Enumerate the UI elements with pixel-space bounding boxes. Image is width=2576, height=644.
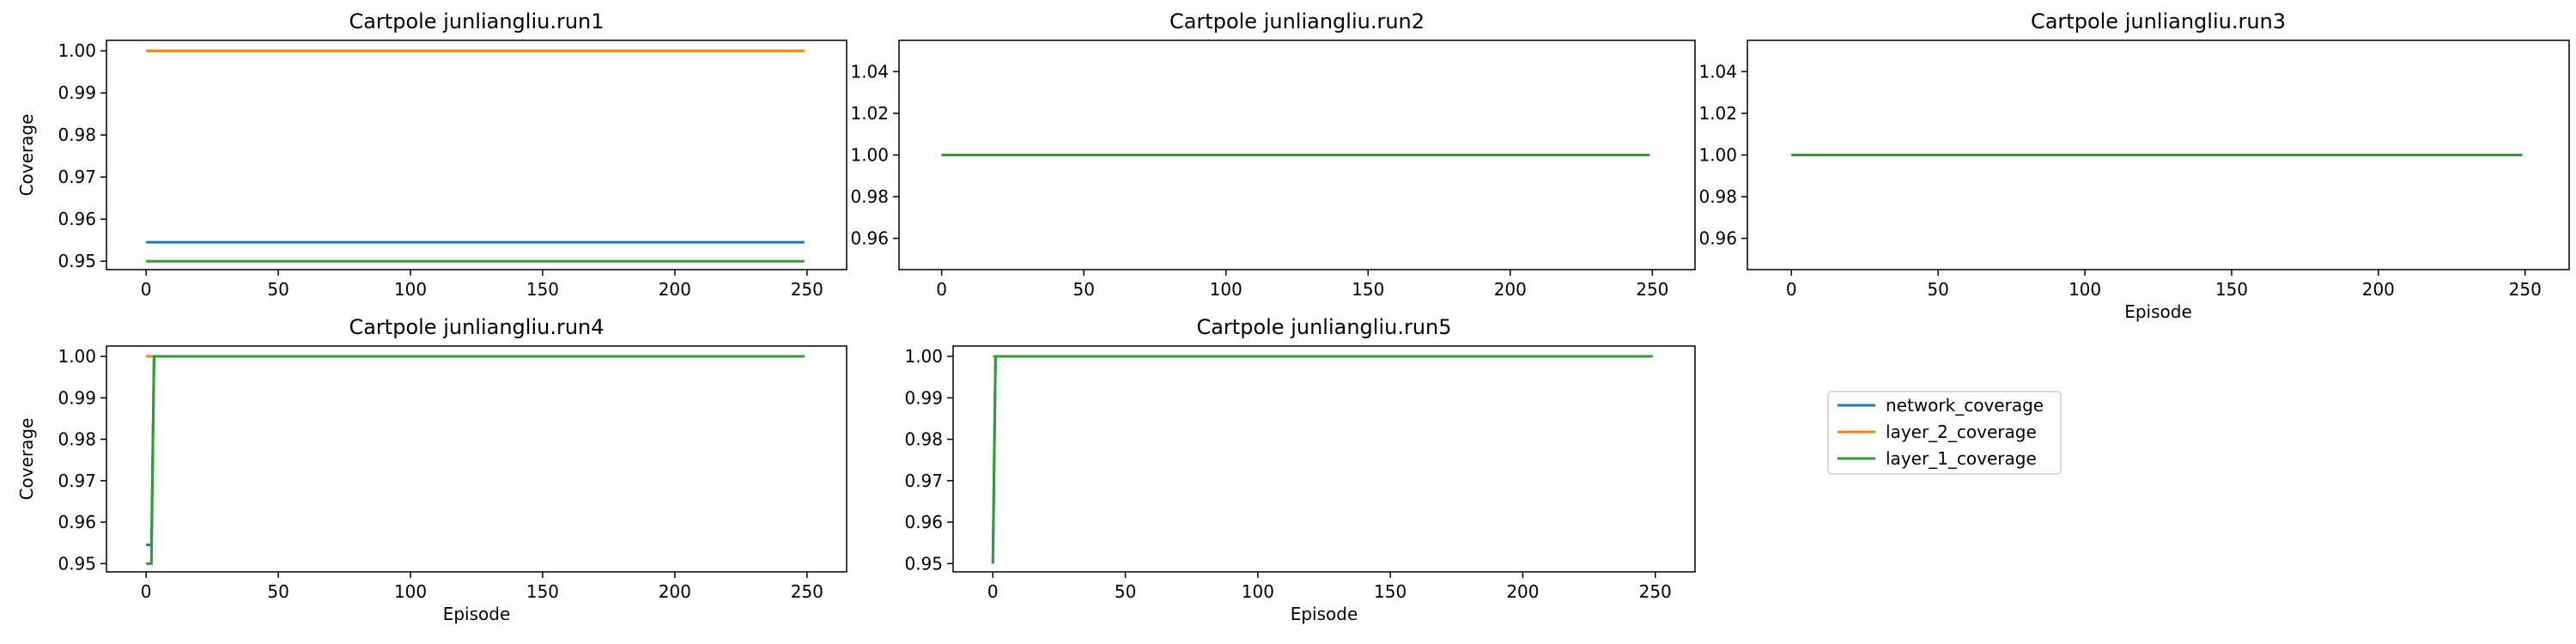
y-tick-label: 0.99 — [58, 82, 96, 103]
x-tick-label: 200 — [659, 581, 691, 602]
x-tick-label: 0 — [987, 581, 999, 602]
x-tick-label: 200 — [1494, 279, 1527, 300]
y-tick-label: 1.00 — [1698, 145, 1737, 166]
y-tick-label: 0.99 — [904, 387, 943, 408]
series-line-layer-1-coverage — [991, 355, 1653, 564]
y-tick-label: 0.96 — [904, 512, 943, 532]
y-tick-label: 1.02 — [1698, 103, 1737, 124]
x-tick-label: 0 — [141, 581, 152, 602]
legend: network_coverage layer_2_coverage layer_… — [1827, 391, 2062, 475]
x-tick-label: 200 — [1506, 581, 1539, 602]
x-tick-label: 150 — [2215, 279, 2248, 300]
x-tick-label: 0 — [141, 279, 152, 300]
y-tick-label: 0.95 — [58, 553, 96, 574]
x-tick-label: 50 — [267, 279, 289, 300]
legend-label-layer-1-coverage: layer_1_coverage — [1886, 448, 2037, 469]
subplot-title: Cartpole junliangliu.run3 — [2031, 9, 2286, 33]
subplot-title: Cartpole junliangliu.run4 — [349, 315, 604, 339]
y-tick-label: 1.04 — [1698, 61, 1737, 82]
plot-frame — [1747, 39, 2570, 270]
y-tick-label: 0.96 — [850, 228, 889, 249]
x-tick-label: 100 — [1242, 581, 1274, 602]
y-tick-label: 0.99 — [58, 387, 96, 408]
y-axis-label: Coverage — [16, 418, 37, 501]
subplot-1: Cartpole junliangliu.run1 0 50 100 150 200 250… — [16, 9, 848, 300]
plot-frame — [106, 39, 848, 270]
x-tick-label: 50 — [1927, 279, 1948, 300]
y-tick-label: 1.04 — [850, 61, 889, 82]
x-tick-label: 50 — [1072, 279, 1094, 300]
plot-frame — [898, 39, 1696, 270]
x-axis-label: Episode — [2124, 301, 2192, 322]
subplot-title: Cartpole junliangliu.run1 — [349, 9, 604, 33]
y-tick-label: 0.98 — [904, 429, 943, 450]
x-tick-label: 100 — [1210, 279, 1242, 300]
x-tick-label: 100 — [394, 581, 427, 602]
x-axis-label: Episode — [1291, 604, 1358, 624]
y-axis-label: Coverage — [16, 114, 37, 197]
subplot-grid: Cartpole junliangliu.run1 0 50 100 150 200 250… — [16, 9, 2570, 624]
y-tick-label: 1.00 — [850, 145, 889, 166]
y-tick-label: 0.96 — [1698, 228, 1737, 249]
x-tick-label: 100 — [2069, 279, 2101, 300]
x-tick-label: 100 — [394, 279, 427, 300]
legend-label-layer-2-coverage: layer_2_coverage — [1886, 422, 2037, 442]
y-tick-label: 1.00 — [58, 346, 96, 367]
subplot-2: Cartpole junliangliu.run2 0 50 100 150 200 250… — [850, 9, 1696, 300]
x-tick-label: 250 — [791, 279, 823, 300]
x-tick-label: 0 — [1786, 279, 1797, 300]
y-tick-label: 0.97 — [904, 471, 943, 491]
x-tick-label: 250 — [1639, 581, 1672, 602]
plot-frame — [952, 345, 1696, 573]
x-tick-label: 250 — [2509, 279, 2542, 300]
y-tick-label: 1.02 — [850, 103, 889, 124]
x-tick-label: 50 — [1115, 581, 1136, 602]
y-tick-label: 0.98 — [1698, 186, 1737, 207]
x-axis-label: Episode — [443, 604, 511, 624]
x-tick-label: 150 — [1352, 279, 1384, 300]
subplot-title: Cartpole junliangliu.run5 — [1196, 315, 1451, 339]
series-line-layer-1-coverage — [146, 355, 805, 565]
y-tick-label: 0.95 — [904, 553, 943, 574]
y-tick-label: 0.98 — [58, 125, 96, 145]
subplot-title: Cartpole junliangliu.run2 — [1170, 9, 1425, 33]
y-tick-label: 0.96 — [58, 209, 96, 229]
series-line-network-coverage — [991, 355, 1653, 564]
y-tick-label: 0.98 — [58, 429, 96, 450]
x-tick-label: 150 — [526, 279, 559, 300]
series-line-network-coverage — [146, 355, 805, 547]
plot-frame — [106, 345, 848, 573]
x-tick-label: 50 — [267, 581, 289, 602]
y-tick-label: 0.97 — [58, 471, 96, 491]
x-tick-label: 0 — [936, 279, 947, 300]
x-tick-label: 150 — [1374, 581, 1406, 602]
y-tick-label: 0.98 — [850, 186, 889, 207]
subplot-3: Cartpole junliangliu.run3 0 50 100 150 200 250… — [1698, 9, 2570, 322]
y-tick-label: 0.95 — [58, 251, 96, 271]
y-tick-label: 1.00 — [58, 40, 96, 61]
x-tick-label: 200 — [659, 279, 691, 300]
y-tick-label: 0.96 — [58, 512, 96, 532]
x-tick-label: 200 — [2362, 279, 2395, 300]
x-tick-label: 150 — [526, 581, 559, 602]
y-tick-label: 0.97 — [58, 167, 96, 187]
y-tick-label: 1.00 — [904, 346, 943, 367]
legend-label-network-coverage: network_coverage — [1886, 395, 2044, 416]
subplot-4: Cartpole junliangliu.run4 0 50 100 150 200 250… — [16, 315, 848, 624]
subplot-5: Cartpole junliangliu.run5 0 50 100 150 200 250… — [904, 315, 1696, 624]
legend-frame — [1827, 391, 2062, 475]
x-tick-label: 250 — [791, 581, 823, 602]
x-tick-label: 250 — [1636, 279, 1668, 300]
